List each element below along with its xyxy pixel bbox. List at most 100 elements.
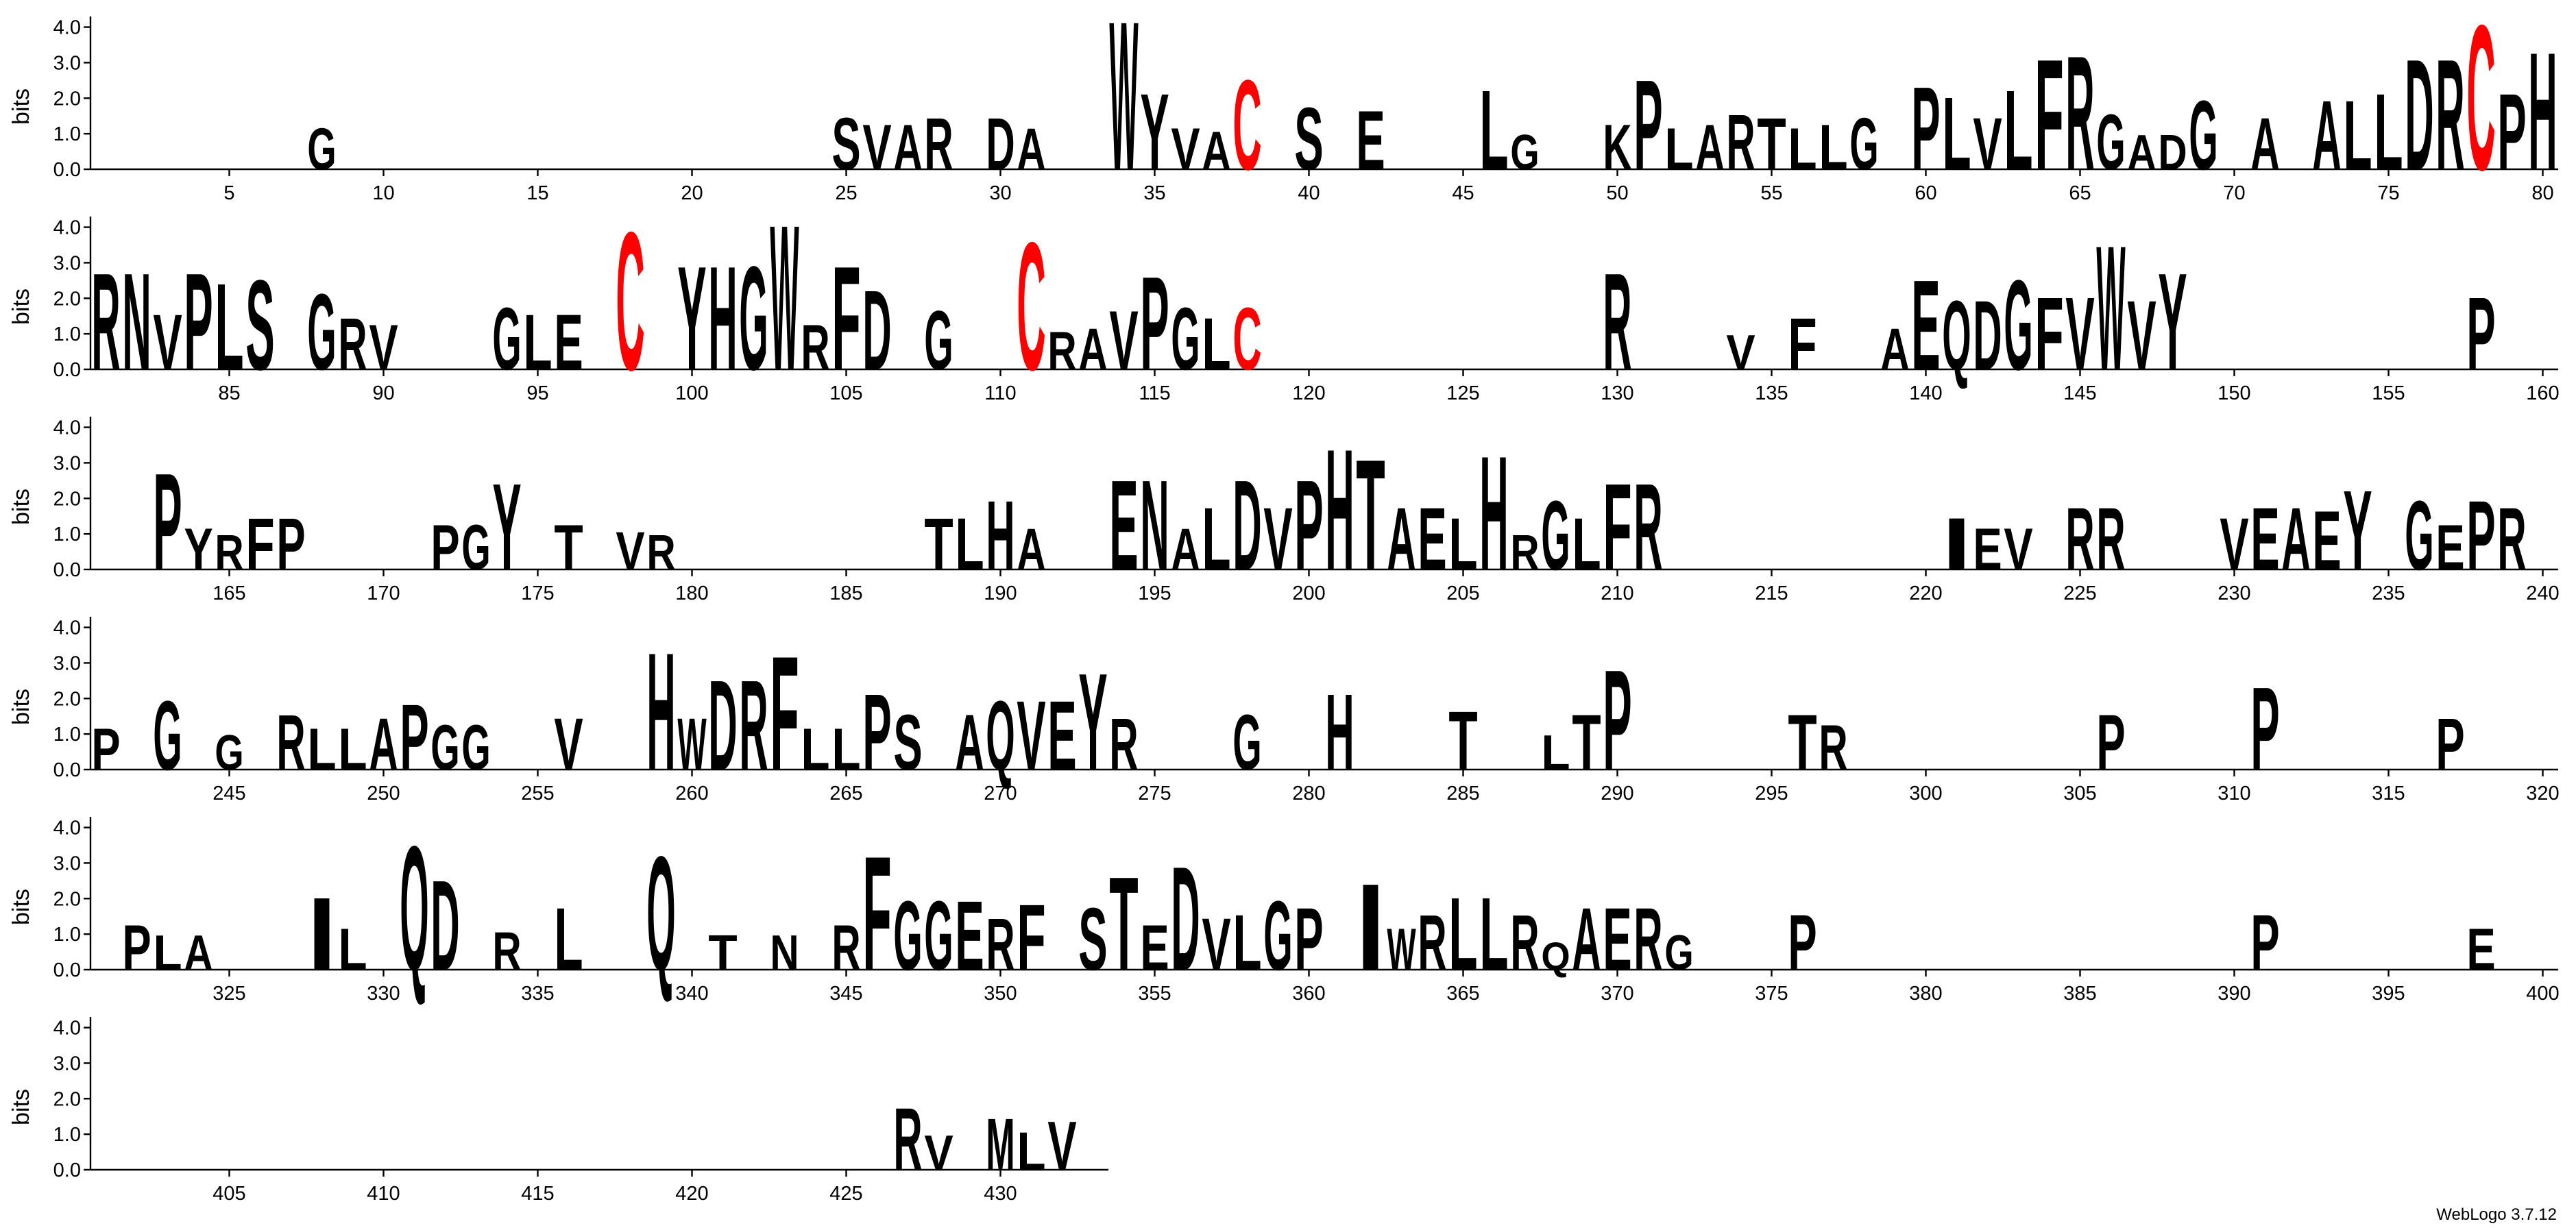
- logo-letter: L: [1448, 876, 1477, 992]
- logo-letter: V: [1109, 293, 1138, 387]
- logo-letter: W: [2096, 208, 2125, 407]
- logo-letter: R: [1418, 898, 1446, 986]
- logo-letter: V: [369, 311, 398, 383]
- logo-letter: N: [1140, 453, 1169, 597]
- logo-letter: A: [893, 111, 922, 183]
- logo-letter: F: [2034, 276, 2063, 392]
- logo-letter: P: [2435, 703, 2464, 785]
- logo-letter: R: [492, 921, 521, 982]
- logo-letter: G: [924, 293, 953, 387]
- logo-letter: V: [1263, 489, 1292, 589]
- logo-letter: N: [122, 245, 151, 400]
- logo-letter: D: [986, 103, 1014, 185]
- y-axis-label: bits: [8, 489, 34, 525]
- logo-letter: V: [1017, 681, 1045, 791]
- logo-letter: P: [400, 686, 428, 790]
- x-tick-label: 175: [521, 582, 554, 604]
- logo-letter: S: [893, 698, 922, 786]
- logo-letter: R: [986, 903, 1014, 985]
- y-tick-label: 1.0: [53, 524, 81, 545]
- logo-letter: A: [2127, 125, 2156, 180]
- logo-letter: F: [2034, 26, 2063, 203]
- logo-letter: C: [2466, 0, 2495, 213]
- logo-letter: F: [1788, 303, 1816, 385]
- logo-letter: R: [1510, 526, 1539, 580]
- logo-letter: N: [770, 926, 799, 981]
- logo-letter: R: [1633, 889, 1662, 989]
- x-tick-label: 135: [1755, 382, 1788, 404]
- logo-letter: P: [2250, 662, 2279, 794]
- logo-letter: W: [770, 182, 799, 413]
- logo-letter: P: [2466, 276, 2495, 392]
- logo-letter: K: [1603, 111, 1631, 183]
- logo-letter: Q: [646, 822, 675, 1005]
- logo-letter: V: [153, 297, 182, 386]
- logo-letter: E: [1140, 911, 1169, 983]
- logo-letter: A: [1078, 315, 1107, 382]
- logo-letter: P: [2096, 698, 2125, 786]
- x-tick-label: 400: [2526, 983, 2559, 1005]
- x-tick-label: 415: [521, 1183, 554, 1205]
- logo-letter: L: [338, 916, 367, 982]
- y-tick-label: 1.0: [53, 123, 81, 145]
- logo-letter: E: [2312, 493, 2341, 587]
- logo-letter: R: [1603, 245, 1631, 400]
- logo-letter: I: [1356, 858, 1385, 996]
- logo-letter: H: [1325, 672, 1354, 794]
- logo-letter: D: [1232, 453, 1261, 597]
- logo-letter: T: [1109, 849, 1138, 998]
- logo-letter: A: [2250, 103, 2279, 185]
- logo-letter: R: [1047, 321, 1076, 382]
- logo-letter: T: [1356, 426, 1385, 603]
- y-tick-label: 2.0: [53, 688, 81, 710]
- y-tick-label: 3.0: [53, 452, 81, 474]
- y-tick-label: 1.0: [53, 924, 81, 946]
- logo-letter: A: [1695, 111, 1724, 183]
- logo-letter: G: [307, 115, 336, 182]
- x-tick-label: 95: [526, 382, 548, 404]
- logo-letter: E: [2250, 489, 2279, 589]
- logo-letter: L: [1541, 726, 1570, 781]
- x-tick-label: 245: [212, 783, 245, 805]
- logo-letter: R: [1510, 898, 1539, 986]
- x-tick-label: 200: [1292, 582, 1325, 604]
- y-tick-label: 3.0: [53, 252, 81, 274]
- x-tick-label: 105: [829, 382, 862, 404]
- logo-letter: L: [2374, 72, 2403, 193]
- x-tick-label: 405: [212, 1183, 245, 1205]
- logo-letter: Q: [1541, 934, 1570, 978]
- logo-letter: L: [1819, 111, 1847, 183]
- logo-letter: G: [2096, 97, 2125, 186]
- logo-letter: L: [1664, 115, 1693, 182]
- x-tick-label: 185: [829, 582, 862, 604]
- logo-letter: P: [1294, 889, 1323, 989]
- x-tick-label: 235: [2372, 582, 2405, 604]
- x-tick-label: 25: [835, 182, 857, 204]
- y-axis-label: bits: [8, 689, 34, 725]
- logo-letter: V: [1726, 326, 1755, 380]
- y-tick-label: 3.0: [53, 52, 81, 74]
- x-tick-label: 270: [984, 783, 1017, 805]
- logo-letter: V: [862, 111, 891, 183]
- logo-letter: G: [215, 726, 243, 781]
- logo-letter: G: [2189, 81, 2217, 191]
- logo-letter: R: [338, 303, 367, 385]
- x-tick-label: 220: [1909, 582, 1942, 604]
- logo-letter: L: [1202, 303, 1230, 385]
- y-tick-label: 0.0: [53, 1159, 81, 1181]
- x-tick-label: 215: [1755, 582, 1788, 604]
- y-tick-label: 1.0: [53, 323, 81, 345]
- logo-letter: P: [153, 445, 182, 600]
- x-tick-label: 430: [984, 1183, 1017, 1205]
- x-tick-label: 35: [1143, 182, 1165, 204]
- logo-letter: A: [1880, 315, 1909, 382]
- x-tick-label: 125: [1446, 382, 1479, 404]
- x-tick-label: 330: [367, 983, 400, 1005]
- x-tick-label: 55: [1760, 182, 1782, 204]
- y-tick-label: 3.0: [53, 1053, 81, 1074]
- y-tick-label: 2.0: [53, 888, 81, 910]
- logo-letter: D: [1973, 281, 2002, 391]
- logo-letter: A: [1202, 121, 1230, 182]
- logo-letter: R: [91, 245, 120, 400]
- x-tick-label: 85: [218, 382, 240, 404]
